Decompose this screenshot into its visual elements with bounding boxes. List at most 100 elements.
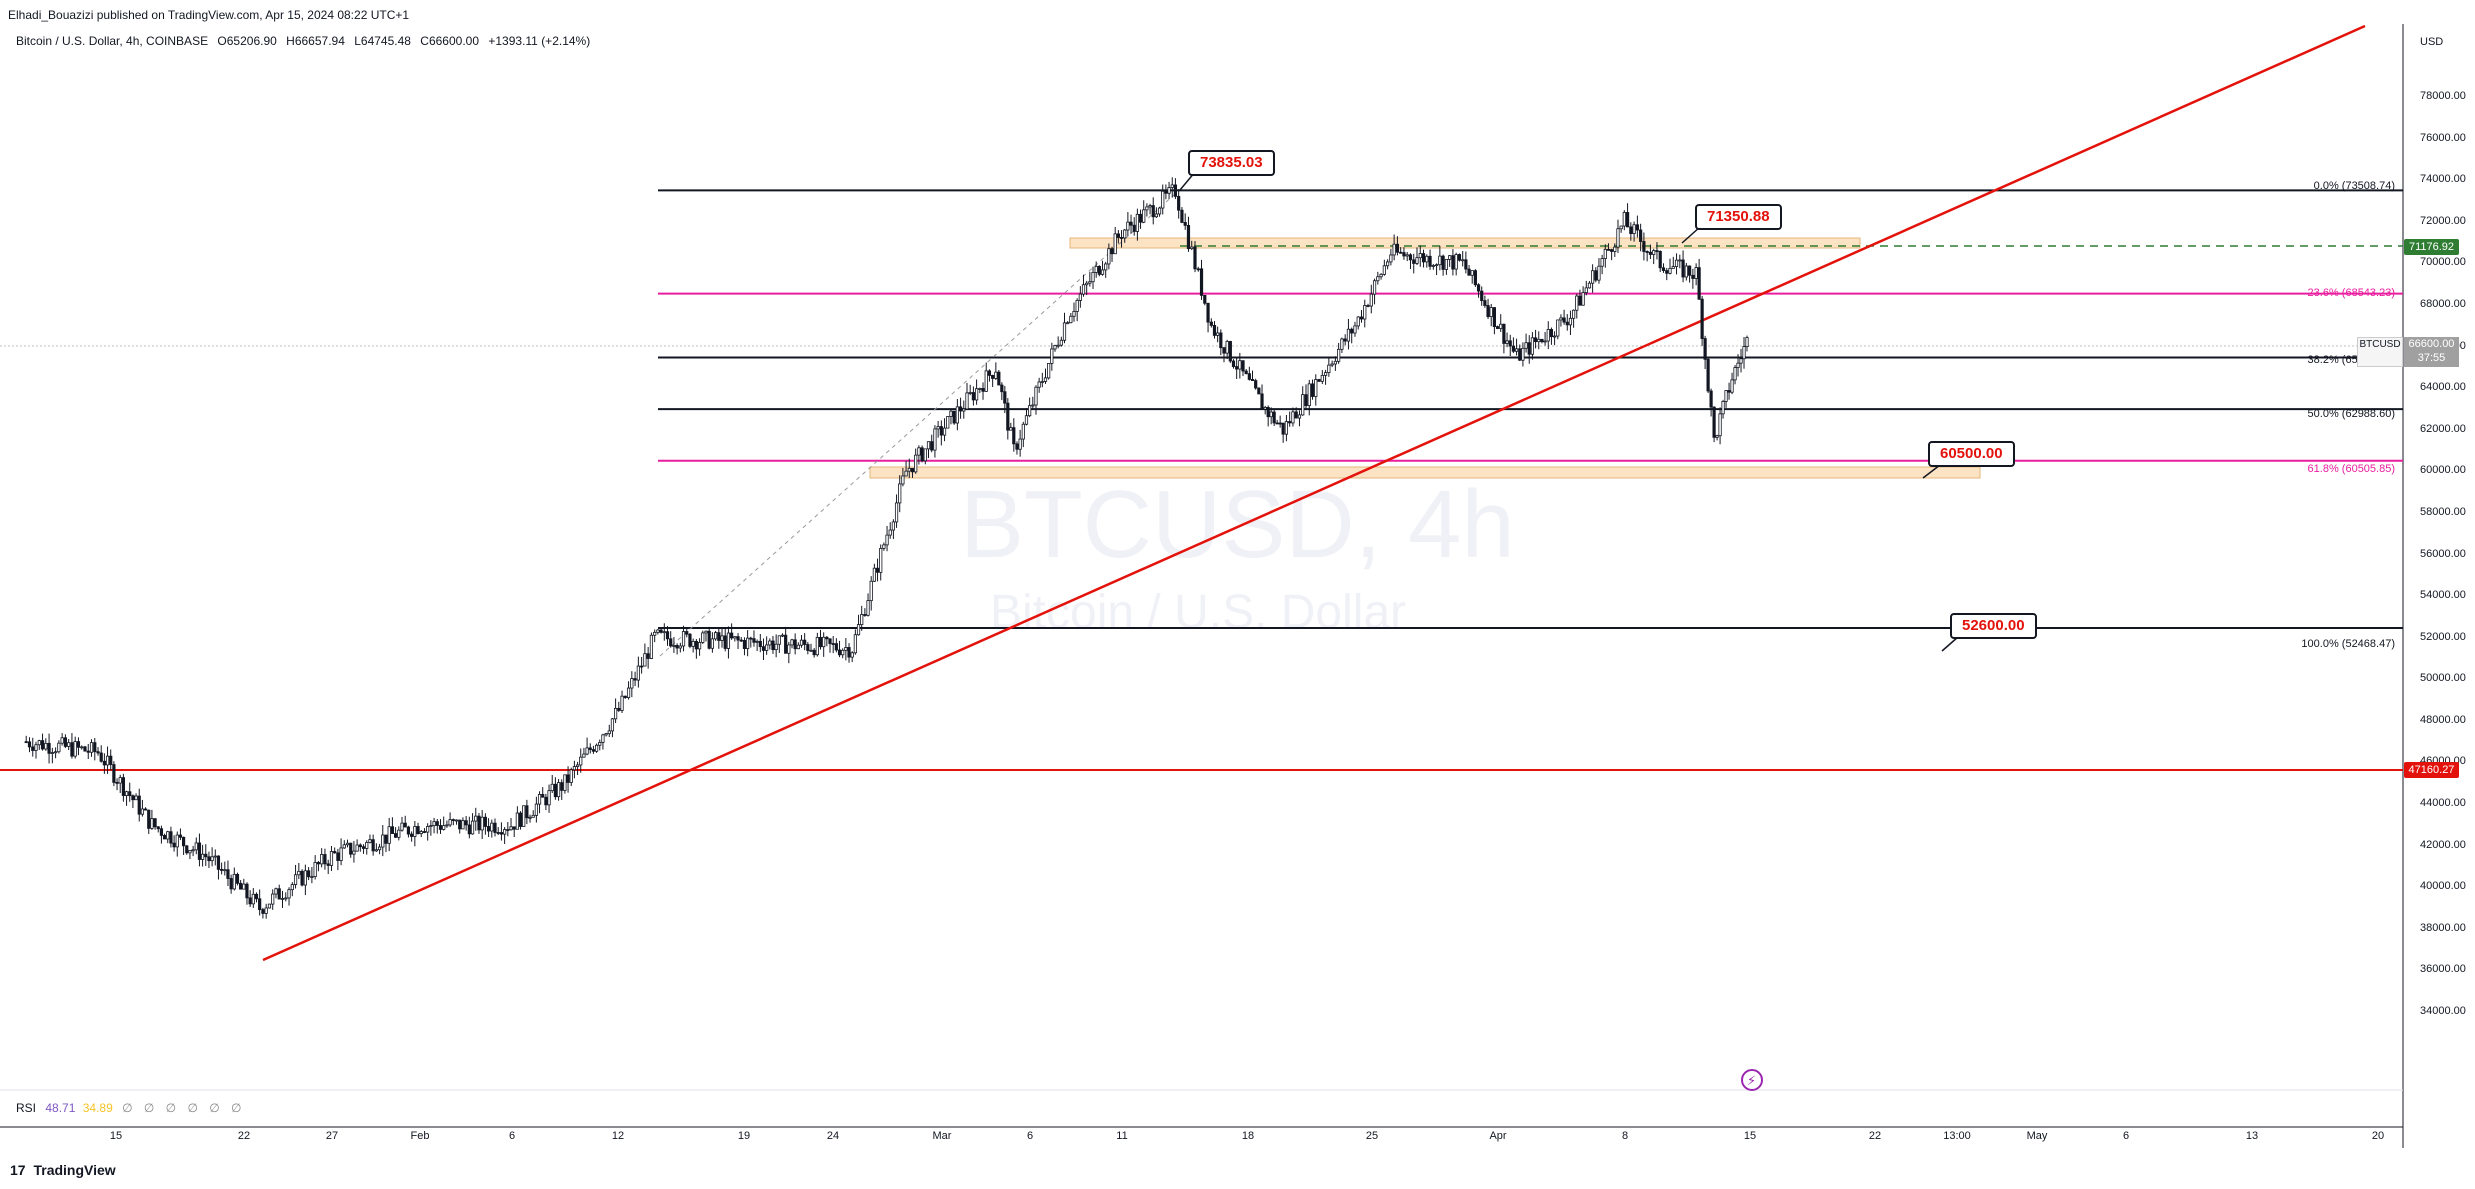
symbol-legend[interactable]: Bitcoin / U.S. Dollar, 4h, COINBASE O652… — [16, 34, 596, 48]
candle-body — [197, 842, 202, 860]
candle-body — [704, 630, 708, 634]
candle-body — [1486, 305, 1490, 318]
candle-body — [99, 752, 103, 762]
candle-body — [1006, 402, 1010, 431]
callout-double-top[interactable]: 71350.88 — [1695, 204, 1782, 230]
ascending-trendline[interactable] — [262, 24, 2366, 962]
candle-body — [714, 632, 718, 640]
candle-body — [1193, 246, 1197, 270]
candle-body — [1392, 243, 1396, 256]
candle-body — [981, 388, 985, 392]
candle-body — [623, 695, 627, 698]
price-tick-label: 74000.00 — [2420, 173, 2466, 186]
candle-body — [352, 850, 356, 855]
fib-label-100: 100.0% (52468.47) — [2301, 638, 2395, 650]
candle-body — [572, 766, 577, 771]
candle-body — [1629, 226, 1633, 235]
candle-body — [1428, 255, 1432, 267]
lightning-glyph: ⚡ — [1747, 1074, 1756, 1089]
callout-lower-support[interactable]: 52600.00 — [1950, 613, 2037, 639]
candle-body — [1369, 293, 1373, 307]
candle-body — [806, 644, 810, 651]
time-tick-label: 22 — [237, 1130, 251, 1142]
candle-body — [1333, 360, 1337, 365]
candle-body — [1145, 206, 1149, 211]
candle-body — [1524, 342, 1528, 349]
candle-body — [784, 634, 788, 654]
time-tick-label: 15 — [1743, 1130, 1757, 1142]
price-tick-label: 38000.00 — [2420, 921, 2466, 934]
candle-body — [400, 822, 404, 831]
candle-body — [1257, 387, 1261, 395]
currency-label[interactable]: USD — [2420, 36, 2444, 48]
fib-retracement[interactable] — [658, 189, 2403, 629]
candle-body — [1206, 302, 1210, 323]
rsi-settings-icons[interactable]: ∅ ∅ ∅ ∅ ∅ ∅ — [122, 1101, 246, 1115]
support-zone[interactable] — [869, 466, 1981, 479]
callout-support[interactable]: 60500.00 — [1928, 441, 2015, 467]
candle-body — [1069, 315, 1073, 324]
price-tick-label: 54000.00 — [2420, 589, 2466, 602]
candle-body — [588, 747, 592, 750]
candle-body — [1100, 269, 1105, 275]
candle-body — [1244, 370, 1248, 375]
candle-body — [1129, 221, 1133, 226]
candle-body — [140, 808, 145, 815]
watermark-name: Bitcoin / U.S. Dollar — [990, 586, 1407, 639]
candle-body — [1565, 321, 1569, 326]
candle-body — [1126, 221, 1130, 231]
lightning-icon[interactable] — [1741, 1069, 1763, 1091]
callout-high[interactable]: 73835.03 — [1188, 150, 1275, 176]
candle-body — [758, 640, 762, 648]
candle-body — [496, 832, 500, 834]
candle-body — [1421, 253, 1426, 263]
rsi-signal: 34.89 — [82, 1101, 113, 1115]
candle-body — [1235, 366, 1239, 370]
symbol-name[interactable]: Bitcoin / U.S. Dollar, 4h, COINBASE — [16, 34, 209, 48]
candle-body — [818, 637, 823, 648]
candle-body — [752, 638, 756, 643]
candle-body — [1294, 411, 1298, 419]
rsi-title[interactable]: RSI — [16, 1101, 37, 1115]
candle-body — [251, 893, 255, 905]
candle-body — [242, 883, 246, 890]
candle-body — [891, 521, 895, 531]
candle-body — [755, 640, 759, 643]
candle-body — [1533, 337, 1538, 343]
candle-body — [1078, 293, 1082, 301]
candle-body — [1600, 258, 1604, 267]
candle-body — [720, 635, 724, 641]
candle-body — [675, 645, 679, 649]
candle-body — [297, 870, 301, 876]
candle-body — [1097, 265, 1101, 275]
candle-body — [534, 803, 538, 816]
candle-body — [1733, 367, 1737, 381]
rsi-legend[interactable]: RSI 48.71 34.89 ∅ ∅ ∅ ∅ ∅ ∅ — [16, 1101, 246, 1115]
resistance-zone[interactable] — [1069, 237, 1861, 249]
time-tick-label: 18 — [1241, 1130, 1255, 1142]
candle-body — [853, 634, 857, 654]
candle-body — [1625, 212, 1630, 228]
candle-body — [768, 640, 772, 646]
resistance-price-tag: 71176.92 — [2404, 239, 2459, 255]
candle-body — [102, 760, 106, 766]
candle-body — [394, 833, 398, 838]
candle-body — [194, 842, 198, 851]
candle-body — [1094, 265, 1098, 273]
candle-body — [968, 392, 972, 394]
callout-pointer — [1922, 464, 1941, 479]
candle-body — [771, 640, 775, 651]
candle-body — [480, 816, 484, 831]
candle-body — [1113, 233, 1117, 255]
candle-body — [63, 737, 67, 747]
candle-body — [885, 534, 889, 546]
candle-body — [1250, 379, 1255, 381]
candle-body — [920, 447, 924, 462]
candle-body — [1284, 421, 1289, 435]
candle-body — [790, 639, 794, 646]
candle-body — [1177, 195, 1181, 211]
candle-body — [1047, 362, 1051, 379]
open-value: O65206.90 — [217, 34, 277, 48]
low-value: L64745.48 — [354, 34, 411, 48]
